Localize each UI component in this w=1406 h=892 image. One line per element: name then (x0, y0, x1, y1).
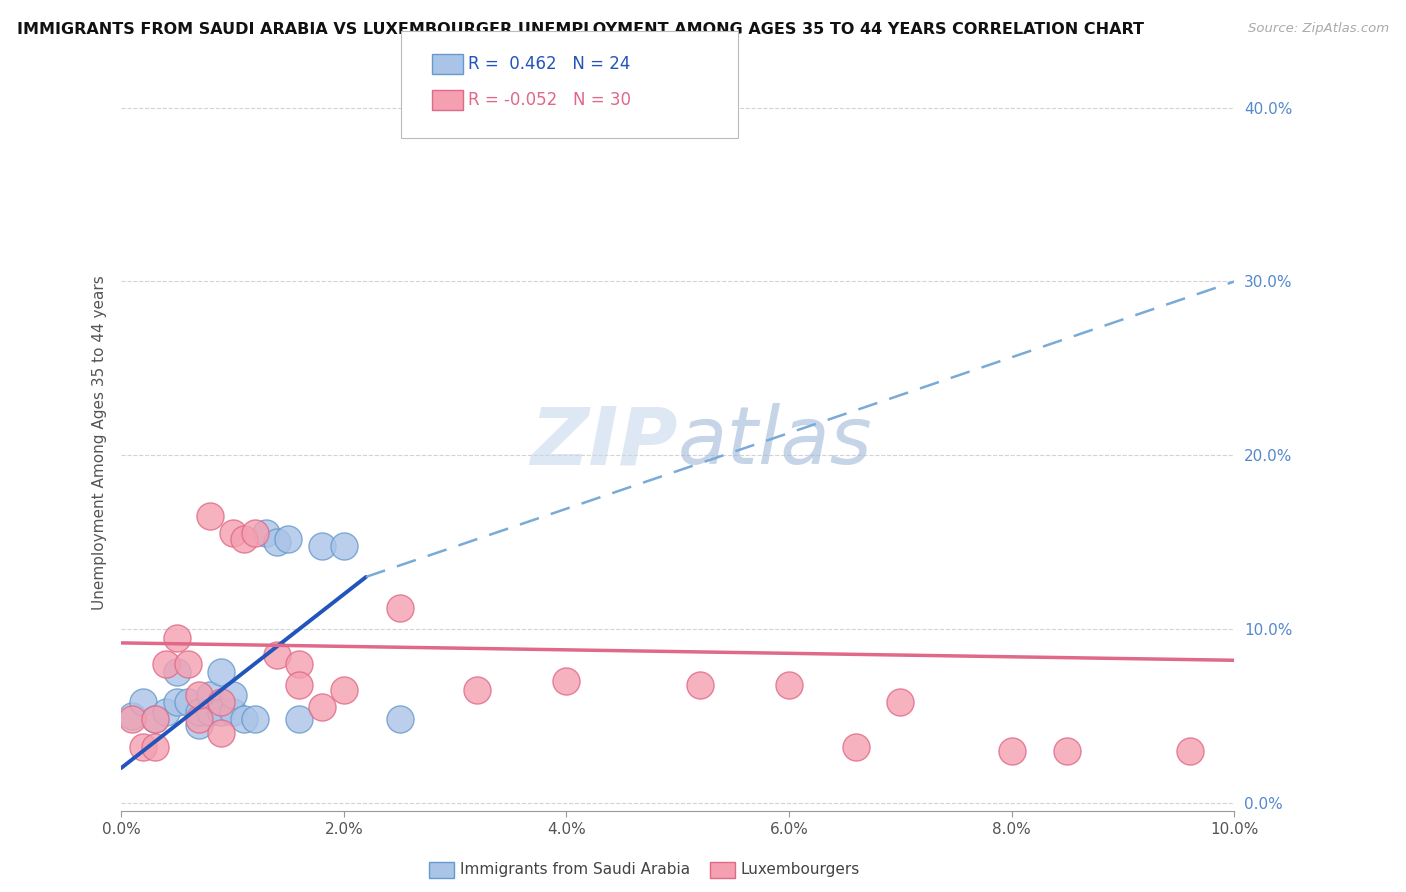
Text: IMMIGRANTS FROM SAUDI ARABIA VS LUXEMBOURGER UNEMPLOYMENT AMONG AGES 35 TO 44 YE: IMMIGRANTS FROM SAUDI ARABIA VS LUXEMBOU… (17, 22, 1144, 37)
Point (209, 706, 232, 720)
Point (200, 706, 222, 720)
Point (845, 740, 868, 755)
Text: R =  0.462   N = 24: R = 0.462 N = 24 (468, 55, 630, 73)
Point (209, 726, 232, 740)
Text: Source: ZipAtlas.com: Source: ZipAtlas.com (1249, 22, 1389, 36)
Point (689, 677, 711, 691)
Point (311, 539, 333, 553)
Point (232, 532, 254, 546)
Point (200, 509, 222, 524)
Point (166, 665, 188, 680)
Point (1001, 744, 1024, 758)
Point (166, 695, 188, 709)
Point (188, 688, 211, 702)
Point (143, 740, 166, 755)
Point (177, 657, 200, 671)
Point (333, 539, 356, 553)
Point (1178, 744, 1201, 758)
Y-axis label: Unemployment Among Ages 35 to 44 years: Unemployment Among Ages 35 to 44 years (93, 275, 107, 609)
Point (311, 700, 333, 714)
Point (209, 695, 232, 709)
Point (166, 631, 188, 645)
Point (221, 526, 243, 541)
Point (266, 535, 288, 549)
Point (288, 712, 311, 726)
Point (277, 532, 299, 546)
Point (243, 526, 266, 541)
Point (155, 706, 177, 720)
Text: R = -0.052   N = 30: R = -0.052 N = 30 (468, 91, 631, 109)
Point (388, 712, 411, 726)
Text: Luxembourgers: Luxembourgers (741, 863, 860, 877)
Point (555, 674, 578, 689)
Point (143, 712, 166, 726)
Point (209, 665, 232, 680)
Point (243, 712, 266, 726)
Point (155, 657, 177, 671)
Point (288, 677, 311, 691)
Point (889, 695, 911, 709)
Point (188, 706, 211, 720)
Point (778, 677, 800, 691)
Point (143, 712, 166, 726)
Point (188, 712, 211, 726)
Point (467, 682, 489, 697)
Point (132, 740, 155, 755)
Point (288, 657, 311, 671)
Point (333, 682, 356, 697)
Point (266, 648, 288, 662)
Text: Immigrants from Saudi Arabia: Immigrants from Saudi Arabia (460, 863, 690, 877)
Point (254, 526, 277, 541)
Point (200, 688, 222, 702)
Point (121, 709, 143, 723)
Point (1056, 744, 1078, 758)
Point (132, 695, 155, 709)
Point (388, 601, 411, 615)
Point (121, 712, 143, 726)
Point (221, 688, 243, 702)
Point (221, 706, 243, 720)
Point (188, 717, 211, 731)
Text: ZIP: ZIP (530, 403, 678, 481)
Point (177, 695, 200, 709)
Point (232, 712, 254, 726)
Text: atlas: atlas (678, 403, 873, 481)
